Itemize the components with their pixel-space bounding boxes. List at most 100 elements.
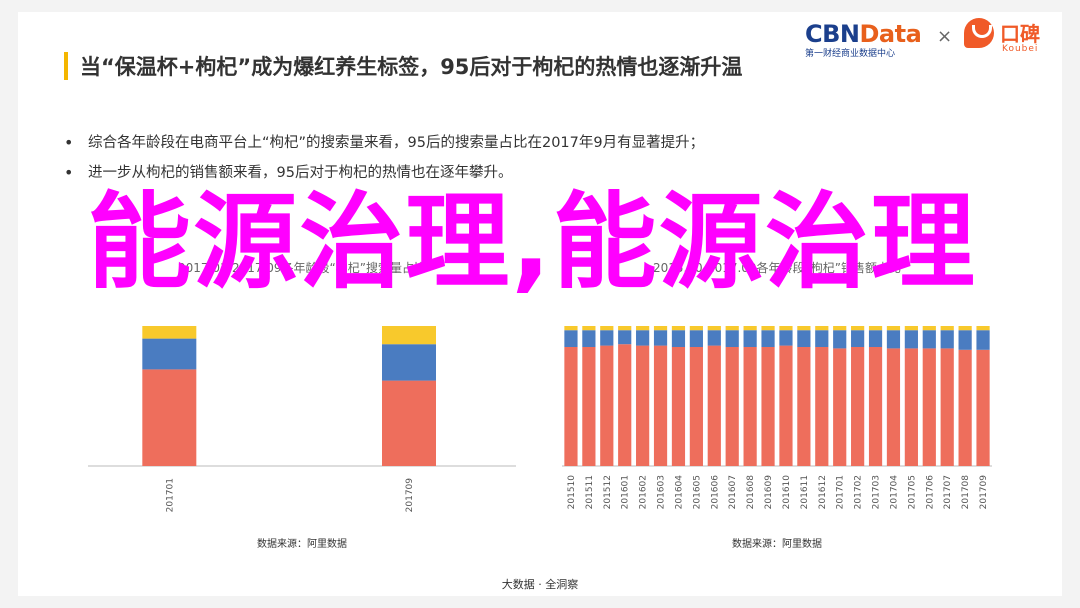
title-accent-bar: [64, 52, 68, 80]
bar-segment-2: [976, 330, 990, 350]
cbn-wordmark: CBN: [805, 20, 860, 48]
bar-segment-1: [976, 349, 990, 466]
bar-segment-2: [582, 330, 596, 347]
logo-separator: ×: [937, 26, 953, 47]
chart-source: 数据来源：阿里数据: [732, 537, 822, 550]
x-tick-label: 201606: [710, 475, 720, 510]
chart-title: 2015.10-2017.09各年龄段“枸杞”销售额占比: [653, 260, 901, 275]
footer-tagline: 大数据 · 全洞察: [501, 578, 579, 591]
bar-segment-1: [707, 345, 721, 466]
bar-segment-1: [725, 347, 739, 466]
x-tick-label: 201707: [943, 475, 953, 509]
bar-segment-2: [743, 330, 757, 347]
bar-segment-3: [725, 326, 739, 331]
bar-segment-3: [618, 326, 632, 331]
bar-segment-3: [868, 326, 883, 331]
koubei-subtitle: Koubei: [1002, 44, 1039, 54]
x-tick-label: 201611: [800, 475, 810, 509]
x-tick-label: 201512: [603, 475, 613, 509]
x-tick-label: 201703: [872, 475, 882, 509]
bar-segment-3: [922, 326, 936, 331]
x-tick-label: 201608: [746, 475, 756, 510]
bar-segment-3: [833, 326, 847, 331]
bar-segment-2: [958, 330, 972, 350]
bar-segment-2: [851, 330, 865, 347]
bar-segment-2: [922, 330, 936, 349]
koubei-icon: [964, 18, 994, 48]
x-tick-label: 201610: [782, 475, 792, 510]
bar-segment-1: [636, 345, 650, 466]
x-tick-label: 201511: [585, 475, 595, 509]
bar-segment-3: [886, 326, 901, 331]
koubei-name: 口碑: [1000, 22, 1040, 46]
bar-segment-3: [940, 326, 954, 331]
bar-segment-1: [886, 348, 901, 466]
x-tick-label: 201702: [854, 475, 864, 509]
x-tick-label: 201705: [907, 475, 917, 509]
cbndata-logo: CBNData 第一财经商业数据中心: [805, 20, 922, 59]
bullet-item: 综合各年龄段在电商平台上“枸杞”的搜索量来看，95后的搜索量占比在2017年9月…: [64, 128, 704, 158]
bar-segment-2: [761, 330, 775, 347]
bar-segment-2: [564, 330, 578, 347]
bar-segment-1: [689, 347, 703, 466]
bar-segment-2: [671, 330, 686, 347]
x-tick-label: 201602: [639, 475, 649, 509]
bar-segment-3: [761, 326, 775, 331]
bar-segment-2: [904, 330, 918, 349]
bar-segment-1: [761, 347, 775, 466]
x-tick-label: 201601: [621, 475, 631, 509]
bar-segment-1: [653, 345, 668, 466]
bar-segment-3: [851, 326, 865, 331]
bar-segment-3: [142, 326, 197, 339]
x-tick-label: 201607: [728, 475, 738, 509]
x-tick-label: 201704: [889, 475, 899, 510]
bar-segment-1: [904, 348, 918, 466]
bar-segment-3: [382, 326, 436, 345]
bar-segment-2: [725, 330, 739, 347]
bar-segment-1: [868, 347, 883, 466]
overlay-watermark-text: 能源治理,能源治理: [87, 181, 977, 303]
bar-segment-3: [779, 326, 793, 331]
bar-segment-3: [689, 326, 703, 331]
bar-segment-3: [743, 326, 757, 331]
bar-segment-1: [600, 345, 614, 466]
x-tick-label: 201604: [674, 475, 684, 510]
x-tick-label: 201706: [925, 475, 935, 510]
bar-segment-1: [564, 347, 578, 466]
bar-segment-2: [833, 330, 847, 349]
bar-segment-3: [815, 326, 829, 331]
bar-segment-2: [815, 330, 829, 347]
bar-segment-1: [958, 349, 972, 466]
bar-segment-1: [618, 344, 632, 466]
chart-source: 数据来源：阿里数据: [257, 537, 347, 550]
bar-segment-3: [797, 326, 811, 331]
bar-segment-2: [940, 330, 954, 349]
bar-segment-1: [671, 347, 686, 466]
bar-segment-2: [382, 344, 436, 381]
bar-segment-1: [797, 347, 811, 466]
bar-segment-1: [940, 348, 954, 466]
bar-segment-1: [922, 348, 936, 466]
x-tick-label: 201701: [165, 478, 175, 512]
cbn-data-wordmark: Data: [859, 20, 922, 48]
x-tick-label: 201708: [961, 475, 971, 510]
bar-segment-1: [779, 345, 793, 466]
slide: [18, 12, 1062, 596]
cbn-subtitle: 第一财经商业数据中心: [805, 49, 896, 59]
bar-segment-2: [886, 330, 901, 349]
bar-segment-1: [582, 347, 596, 466]
bar-segment-3: [653, 326, 668, 331]
bar-segment-3: [958, 326, 972, 331]
x-tick-label: 201709: [405, 478, 415, 513]
bar-segment-3: [707, 326, 721, 331]
x-tick-label: 201603: [657, 475, 667, 509]
bar-segment-1: [142, 369, 197, 466]
bar-segment-3: [582, 326, 596, 331]
page-title: 当“保温杯+枸杞”成为爆红养生标签，95后对于枸杞的热情也逐渐升温: [80, 55, 743, 79]
bar-segment-3: [904, 326, 918, 331]
x-tick-label: 201701: [836, 475, 846, 509]
x-tick-label: 201709: [979, 475, 989, 510]
bar-segment-1: [743, 347, 757, 466]
x-tick-label: 201612: [818, 475, 828, 509]
